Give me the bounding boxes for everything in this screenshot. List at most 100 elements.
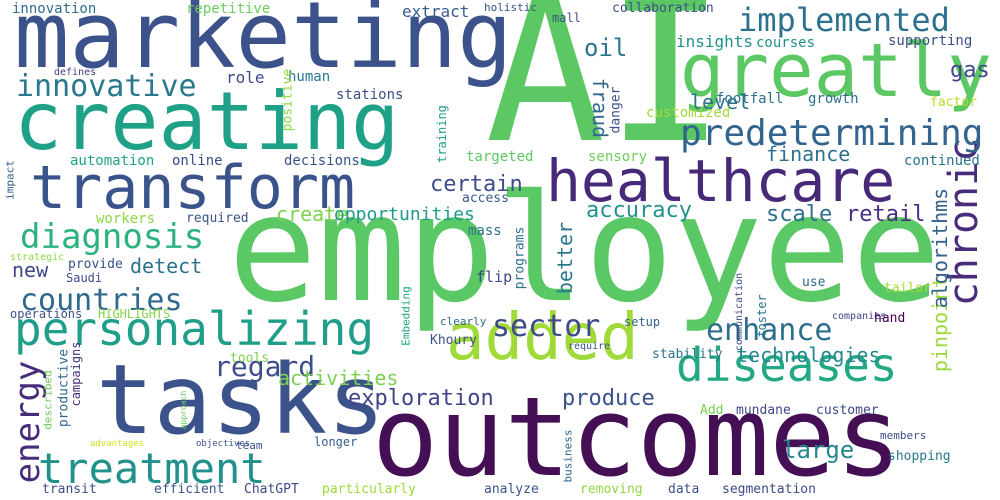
- word: require: [568, 341, 611, 352]
- word: countries: [20, 283, 183, 318]
- word: detect: [130, 254, 203, 278]
- word: mall: [552, 11, 581, 25]
- word: use: [802, 275, 826, 290]
- word: automation: [70, 153, 155, 169]
- word: access: [462, 191, 509, 206]
- word: employee: [228, 163, 941, 335]
- word: efficient: [154, 482, 225, 497]
- word: positive: [280, 68, 296, 132]
- word: activities: [278, 366, 399, 390]
- word: targeted: [466, 149, 534, 165]
- word: enhance: [706, 313, 833, 348]
- word: customer: [816, 403, 879, 418]
- word: sensory: [588, 149, 648, 165]
- word: insights: [676, 32, 754, 51]
- word: greatly: [680, 28, 992, 114]
- word: productive: [56, 348, 72, 428]
- word: innovative: [16, 69, 197, 104]
- word: decisions: [284, 153, 360, 169]
- word: creating: [14, 75, 400, 168]
- word: removing: [580, 482, 643, 497]
- word: programs: [512, 226, 528, 290]
- word: online: [172, 153, 223, 169]
- word: danger: [608, 86, 624, 134]
- word: holistic: [484, 1, 537, 14]
- word: create: [276, 202, 349, 226]
- word: factor: [930, 95, 977, 110]
- word: certain: [430, 172, 523, 197]
- word: gas: [950, 58, 990, 83]
- word: hand: [874, 311, 906, 326]
- word: training: [435, 105, 449, 163]
- word: supporting: [888, 33, 973, 49]
- word: mass: [468, 223, 502, 239]
- word: transit: [42, 482, 97, 497]
- word: advantages: [90, 439, 145, 449]
- word: setup: [624, 315, 661, 329]
- word: objectives: [196, 439, 251, 449]
- word: outcomes: [372, 373, 902, 500]
- word: fraud: [588, 77, 612, 139]
- word: treatment: [38, 444, 266, 493]
- word: implemented: [738, 1, 950, 39]
- word: operations: [10, 307, 83, 321]
- word: scale: [766, 202, 833, 227]
- word: mundane: [736, 403, 791, 418]
- word: oil: [584, 34, 628, 62]
- word: Saudi: [66, 271, 103, 285]
- word: tasks: [96, 344, 385, 456]
- word: continued: [904, 153, 980, 169]
- word: tools: [230, 351, 270, 366]
- word: approach: [179, 390, 188, 430]
- word: stability: [652, 347, 723, 362]
- word: longer: [314, 435, 358, 449]
- word: required: [186, 211, 249, 226]
- word: diseases: [676, 338, 898, 392]
- word: personalizing: [14, 302, 375, 356]
- word: growth: [808, 91, 859, 107]
- word: Embedding: [399, 286, 413, 346]
- word: extract: [402, 2, 470, 21]
- word: large: [782, 436, 855, 464]
- word: communication: [734, 272, 745, 352]
- word: provide: [68, 257, 123, 272]
- word: companies: [832, 311, 887, 322]
- word: diagnosis: [20, 217, 205, 257]
- word: innovation: [12, 1, 97, 17]
- word: finance: [766, 142, 851, 166]
- word: Add: [700, 403, 724, 418]
- word: Khoury: [430, 333, 477, 348]
- word: workers: [96, 211, 156, 227]
- word: algorithms: [928, 187, 952, 309]
- word: role: [226, 68, 265, 87]
- word: HIGHLIGHTS: [98, 307, 171, 321]
- word: sector: [492, 309, 601, 344]
- word: regard: [214, 350, 316, 383]
- word: impact: [3, 160, 17, 200]
- word: new: [12, 258, 49, 282]
- word: AI: [485, 0, 726, 188]
- word: courses: [756, 35, 816, 51]
- word: exploration: [348, 386, 494, 411]
- word: opportunities: [334, 204, 475, 225]
- word: ChatGPT: [244, 482, 299, 497]
- word: accuracy: [586, 198, 692, 223]
- word: level: [690, 90, 751, 114]
- word: human: [288, 69, 331, 85]
- word: customized: [646, 105, 731, 121]
- word: foster: [755, 294, 769, 338]
- word: shopping: [888, 449, 951, 464]
- word: described: [41, 370, 55, 430]
- word: tailor: [884, 281, 931, 296]
- word: members: [880, 429, 927, 442]
- word: team: [236, 439, 263, 452]
- word: business: [561, 429, 575, 483]
- word: campaigns: [69, 341, 83, 407]
- word: transform: [30, 153, 356, 223]
- word: energy: [8, 360, 48, 484]
- word: data: [668, 482, 700, 497]
- word: added: [446, 301, 639, 375]
- word: segmentation: [722, 482, 816, 497]
- word: marketing: [14, 0, 513, 89]
- word: retail: [846, 202, 926, 227]
